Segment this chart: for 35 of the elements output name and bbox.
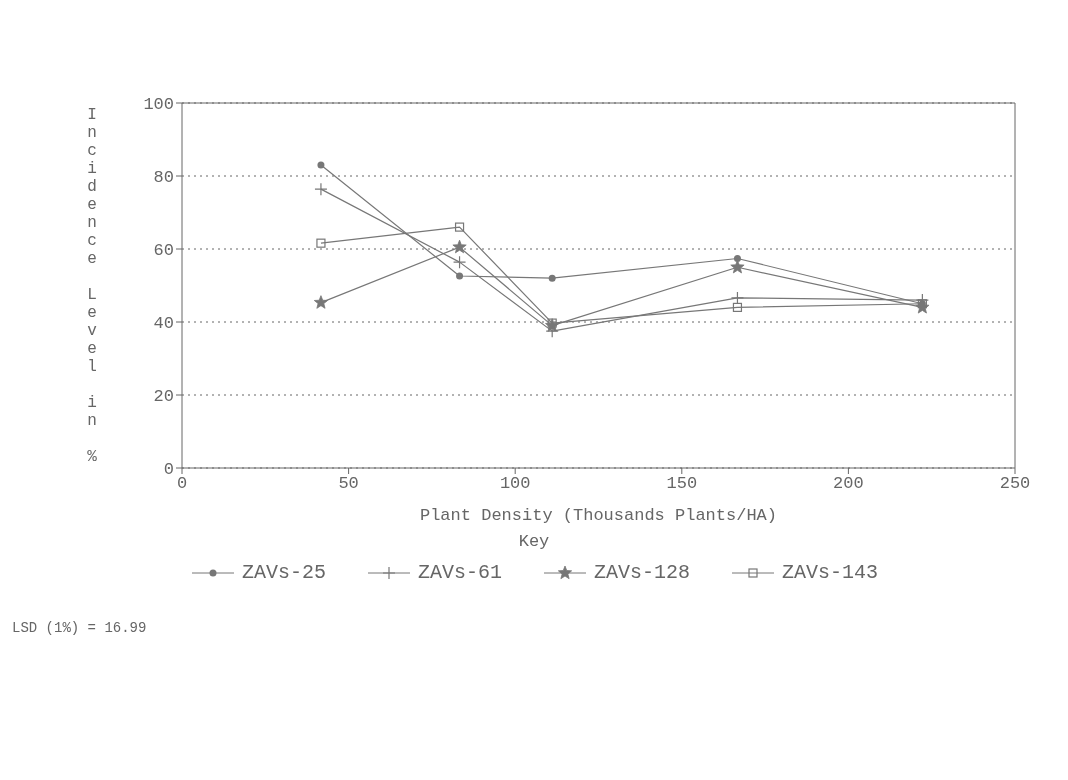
point xyxy=(452,239,467,254)
y-tick-label: 100 xyxy=(143,95,174,115)
point xyxy=(454,222,465,232)
x-tick-label: 0 xyxy=(176,474,188,494)
point xyxy=(547,318,557,328)
point xyxy=(313,295,328,309)
point xyxy=(452,255,467,269)
y-axis-title: Incidence Level in % xyxy=(83,105,101,466)
point xyxy=(733,254,741,262)
point xyxy=(456,272,464,280)
x-axis-title: Plant Density (Thousands Plants/HA) xyxy=(419,506,778,525)
x-tick-label: 150 xyxy=(666,474,698,494)
point xyxy=(316,238,326,248)
legend-label: ZAVs-128 xyxy=(594,561,691,584)
point xyxy=(732,302,743,312)
text: LSD (1%) = 16.99 xyxy=(12,620,148,636)
x-tick-label: 50 xyxy=(338,474,359,494)
y-tick-label: 40 xyxy=(153,314,174,334)
point xyxy=(730,291,745,305)
point xyxy=(730,259,745,274)
point xyxy=(314,182,328,196)
legend-title: Key xyxy=(518,532,550,551)
y-tick-label: 60 xyxy=(153,241,174,261)
y-tick-label: 20 xyxy=(153,387,174,407)
point xyxy=(548,274,556,282)
x-tick-label: 100 xyxy=(499,474,531,494)
point xyxy=(317,161,325,169)
legend-label: ZAVs-25 xyxy=(241,561,326,584)
legend-label: ZAVs-61 xyxy=(417,561,502,584)
x-tick-label: 200 xyxy=(833,474,864,494)
legend-label: ZAVs-143 xyxy=(782,561,879,584)
y-tick-label: 0 xyxy=(163,460,174,480)
x-tick-label: 250 xyxy=(999,474,1031,494)
point xyxy=(545,318,560,332)
y-tick-label: 80 xyxy=(153,168,174,188)
